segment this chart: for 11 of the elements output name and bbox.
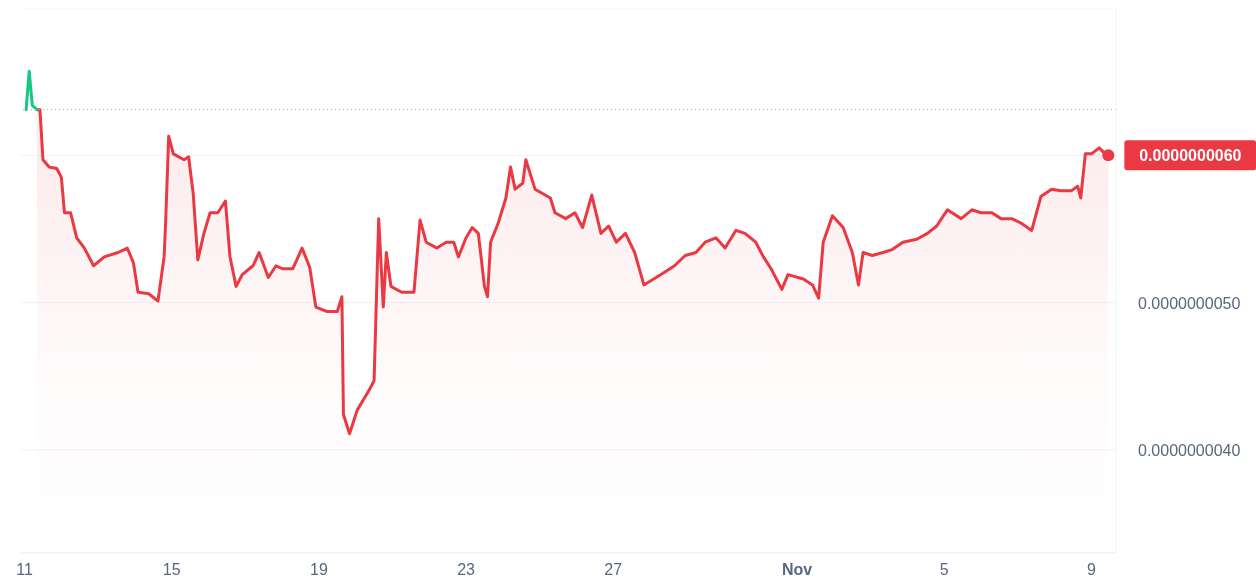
x-tick-label: 5 bbox=[939, 561, 949, 578]
x-tick-label: 9 bbox=[1087, 561, 1097, 578]
x-tick-label: 23 bbox=[457, 561, 476, 578]
annotation: 0.0000000060 bbox=[1139, 147, 1242, 165]
x-tick-label: 27 bbox=[604, 561, 623, 578]
x-tick-label: 15 bbox=[162, 561, 181, 578]
y-tick-label: 0.0000000040 bbox=[1138, 441, 1241, 459]
x-tick-label: 19 bbox=[310, 561, 328, 578]
x-tick-label: Nov bbox=[782, 561, 813, 578]
y-tick-label: 0.0000000050 bbox=[1138, 294, 1241, 312]
x-tick-label: 11 bbox=[16, 561, 33, 578]
